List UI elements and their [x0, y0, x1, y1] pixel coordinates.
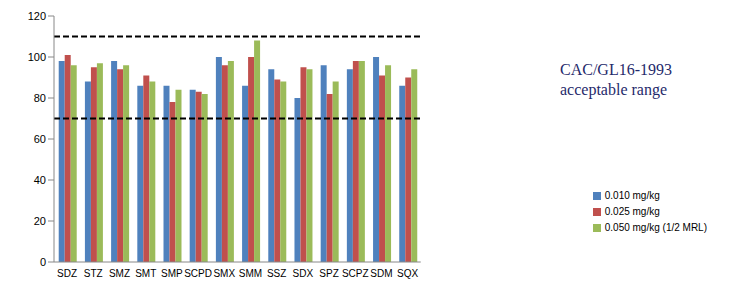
svg-text:40: 40 [34, 174, 46, 186]
html-text:0.050 mg/kg (1/2 MRL): 0.050 mg/kg (1/2 MRL) [604, 222, 707, 233]
svg-text:SMZ: SMZ [109, 268, 130, 279]
svg-text:0: 0 [40, 256, 46, 268]
svg-text:SSZ: SSZ [267, 268, 286, 279]
html-text:0.025 mg/kg: 0.025 mg/kg [604, 206, 660, 217]
svg-text:SCPD: SCPD [184, 268, 212, 279]
svg-text:120: 120 [28, 10, 46, 22]
svg-text:SQX: SQX [397, 268, 418, 279]
svg-text:80: 80 [34, 92, 46, 104]
svg-text:SMX: SMX [213, 268, 235, 279]
svg-text:SMP: SMP [161, 268, 183, 279]
svg-text:STZ: STZ [84, 268, 103, 279]
html-text:CAC/GL16-1993 acceptable range: CAC/GL16-1993 acceptable range [560, 61, 672, 98]
svg-text:SMM: SMM [239, 268, 262, 279]
svg-text:20: 20 [34, 215, 46, 227]
svg-text:SDZ: SDZ [57, 268, 77, 279]
svg-text:60: 60 [34, 133, 46, 145]
svg-text:SPZ: SPZ [319, 268, 338, 279]
svg-text:SDM: SDM [370, 268, 392, 279]
html-text:0.010 mg/kg: 0.010 mg/kg [604, 190, 660, 201]
svg-text:SCPZ: SCPZ [342, 268, 369, 279]
svg-text:SMT: SMT [135, 268, 156, 279]
svg-text:SDX: SDX [293, 268, 314, 279]
svg-text:100: 100 [28, 51, 46, 63]
